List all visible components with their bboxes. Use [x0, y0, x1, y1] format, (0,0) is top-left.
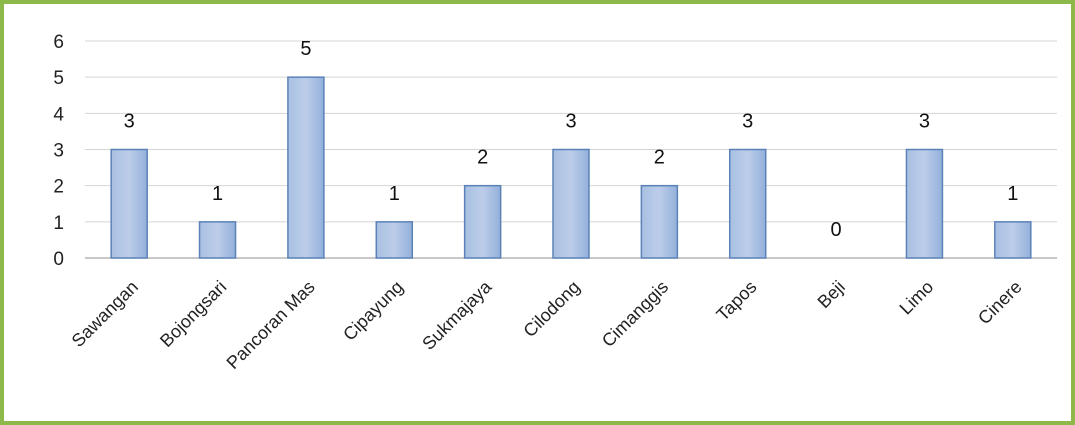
bar [287, 76, 325, 259]
bars [110, 76, 1032, 259]
y-axis-tick-labels: 0 1 2 3 4 5 6 [53, 32, 64, 270]
data-label: 1 [389, 183, 400, 205]
y-tick-label: 4 [53, 104, 64, 125]
data-label: 3 [565, 111, 576, 133]
bar [198, 221, 237, 259]
bar [110, 148, 148, 259]
y-tick-label: 5 [53, 68, 64, 89]
data-label: 3 [742, 111, 753, 133]
data-label: 2 [477, 147, 488, 169]
category-label: Cinere [974, 277, 1026, 329]
y-tick-label: 0 [53, 249, 64, 270]
category-label: Cipayung [339, 277, 407, 345]
data-label: 2 [654, 147, 665, 169]
y-tick-label: 3 [53, 141, 64, 162]
category-label: Bojongsari [156, 277, 230, 351]
category-label: Cimanggis [598, 277, 672, 351]
bar [463, 184, 502, 259]
y-tick-label: 6 [53, 32, 64, 53]
data-label: 3 [124, 111, 135, 133]
bar [728, 148, 767, 259]
data-label: 5 [300, 38, 311, 60]
data-label: 1 [1007, 183, 1018, 205]
data-label: 3 [919, 111, 930, 133]
category-label: Tapos [712, 277, 760, 325]
category-label: Limo [896, 277, 938, 319]
category-label: Pancoran Mas [223, 277, 319, 373]
bar [994, 221, 1032, 259]
bar [905, 148, 944, 259]
bar [640, 184, 679, 259]
data-label: 0 [831, 219, 842, 241]
category-label: Cilodong [519, 277, 583, 341]
category-label: Beji [814, 277, 849, 312]
gridlines [85, 40, 1057, 259]
y-tick-label: 1 [53, 213, 64, 234]
data-label: 1 [212, 183, 223, 205]
bar [552, 148, 590, 259]
data-labels: 3 1 5 1 2 3 2 3 0 3 1 [124, 38, 1019, 241]
bar [375, 221, 414, 259]
category-label: Sawangan [68, 277, 142, 351]
y-tick-label: 2 [53, 177, 64, 198]
category-label: Sukmajaya [418, 276, 496, 354]
